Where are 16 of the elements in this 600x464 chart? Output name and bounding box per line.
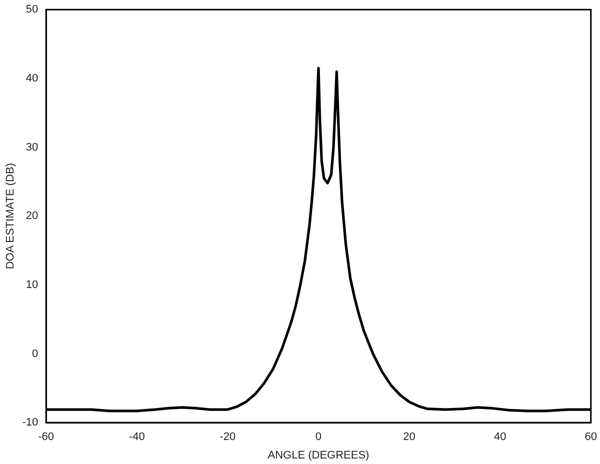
x-tick-label: 60 (584, 431, 598, 444)
y-tick-label: 0 (32, 348, 38, 360)
y-axis-title: DOA ESTIMATE (DB) (4, 163, 17, 270)
x-tick-label: -60 (38, 431, 54, 444)
x-tick-label: -40 (128, 431, 145, 444)
y-tick-label: 50 (26, 4, 38, 16)
y-tick-label: 30 (26, 141, 38, 154)
y-tick-label: -10 (22, 416, 38, 429)
x-tick-label: 40 (494, 431, 506, 444)
y-tick-label: 10 (26, 278, 38, 291)
x-tick-label: 0 (315, 431, 322, 444)
x-axis-title: ANGLE (DEGREES) (268, 449, 370, 462)
x-tick-label: -20 (220, 431, 236, 444)
y-tick-label: 40 (26, 72, 38, 84)
x-tick-label: 20 (403, 431, 416, 444)
y-tick-label: 20 (26, 210, 38, 222)
